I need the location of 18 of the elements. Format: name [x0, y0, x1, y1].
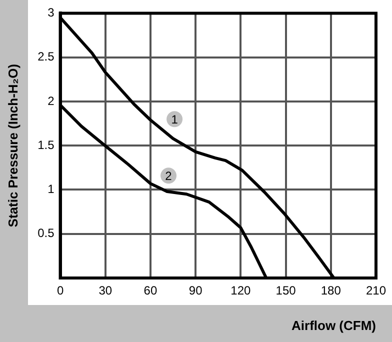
x-tick-label: 60: [144, 284, 158, 298]
annotation: 1: [171, 112, 178, 126]
x-tick-label: 210: [366, 284, 386, 298]
x-axis-title: Airflow (CFM): [292, 318, 376, 333]
x-tick-label: 180: [320, 284, 342, 298]
y-axis-title: Static Pressure (Inch-H₂O): [5, 64, 20, 228]
x-tick-label: 90: [188, 284, 203, 298]
y-tick-label: 2: [48, 94, 55, 108]
y-tick-label: 2.5: [38, 50, 55, 64]
y-tick-label: 0.5: [38, 226, 55, 240]
y-tick-label: 1: [48, 182, 55, 196]
x-tick-label: 150: [276, 284, 296, 298]
y-tick-label: 3: [48, 6, 55, 20]
x-tick-label: 120: [230, 284, 252, 298]
x-tick-label: 30: [98, 284, 112, 298]
annotation: 2: [165, 168, 172, 183]
x-tick-label: 0: [56, 284, 64, 298]
y-tick-label: 1.5: [38, 138, 55, 152]
